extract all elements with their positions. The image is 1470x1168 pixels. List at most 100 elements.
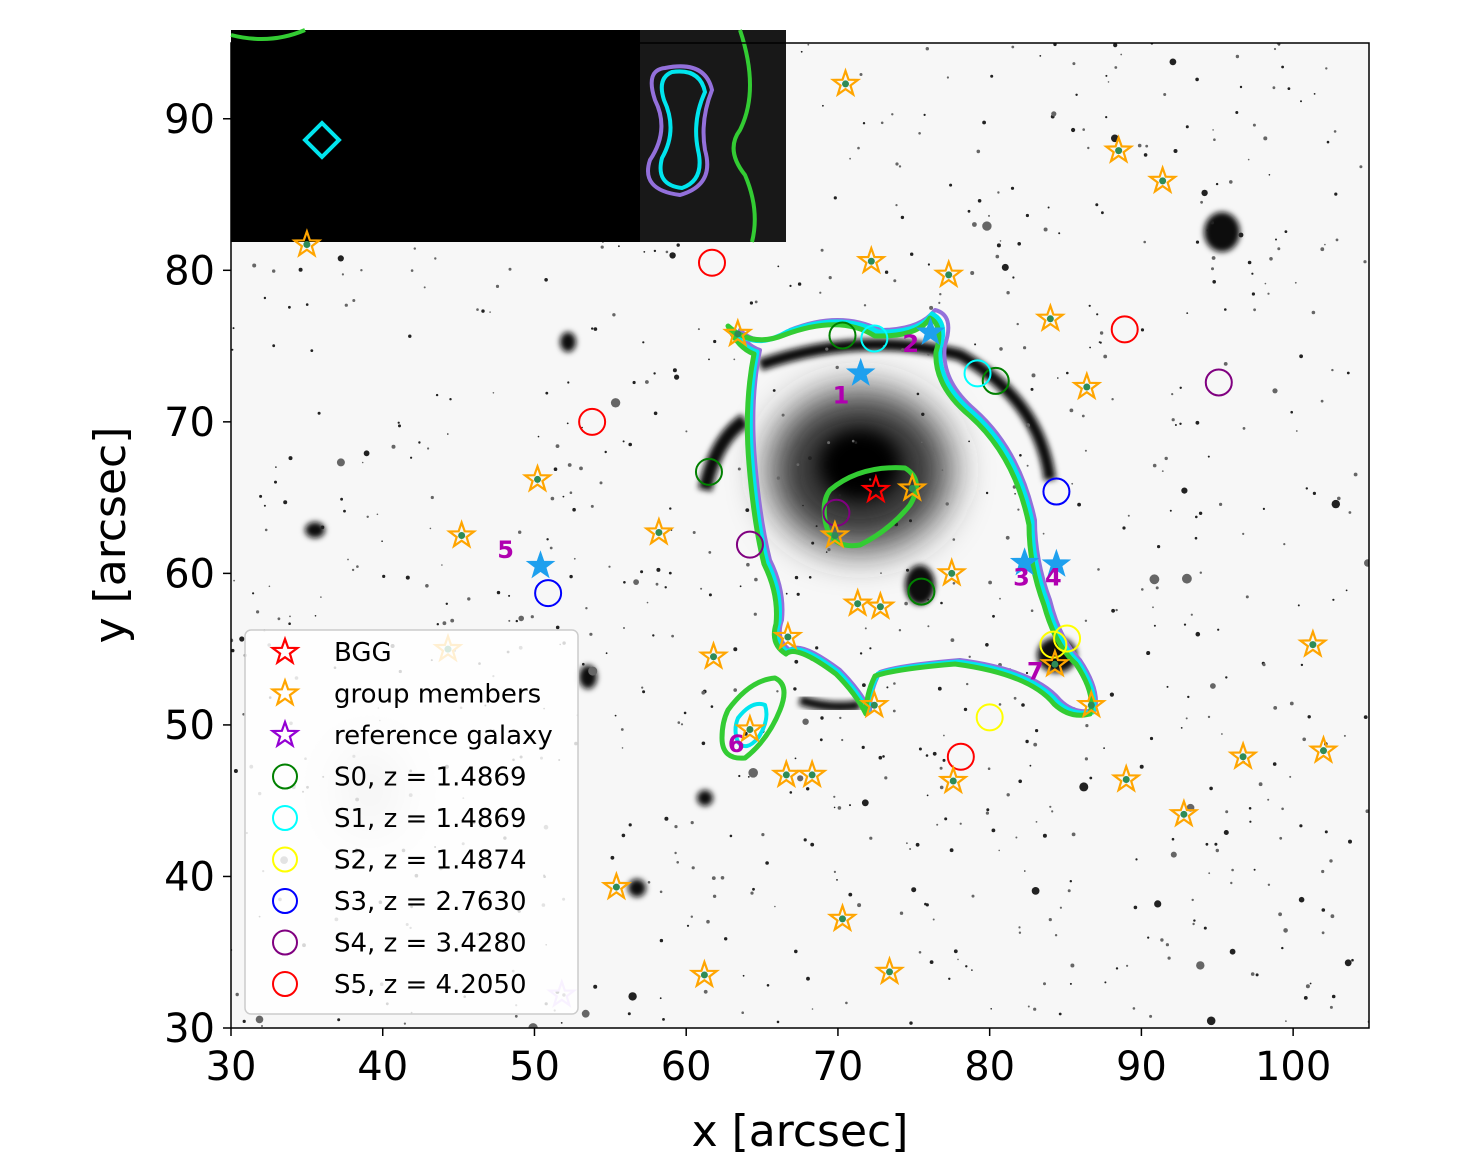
- background-source: [929, 960, 934, 964]
- background-source: [1192, 922, 1195, 926]
- background-source: [450, 618, 455, 623]
- background-source: [508, 619, 511, 622]
- background-source: [1146, 652, 1150, 655]
- background-source: [971, 969, 973, 971]
- background-source: [1084, 619, 1088, 622]
- background-source: [859, 652, 863, 655]
- background-source: [1206, 1016, 1216, 1026]
- background-source: [739, 585, 742, 588]
- background-source: [593, 327, 598, 331]
- background-source: [1149, 574, 1160, 585]
- background-source: [1143, 240, 1146, 244]
- background-source: [796, 592, 800, 596]
- background-source: [1264, 282, 1267, 285]
- background-source: [990, 74, 994, 78]
- background-source: [691, 866, 695, 870]
- background-source: [1289, 775, 1292, 778]
- background-source: [298, 267, 303, 272]
- background-source: [869, 647, 872, 650]
- background-source: [642, 690, 646, 694]
- background-source: [1272, 86, 1276, 90]
- background-source: [977, 199, 982, 203]
- background-source: [1195, 240, 1200, 244]
- background-source: [569, 574, 573, 579]
- background-source: [986, 808, 990, 812]
- y-tick-label: 70: [164, 400, 215, 446]
- background-source: [776, 690, 779, 693]
- background-source: [776, 476, 781, 480]
- background-source: [337, 1018, 341, 1022]
- critical-curve-small: [719, 675, 787, 761]
- background-source: [811, 1008, 814, 1010]
- background-source: [1348, 511, 1352, 514]
- background-source: [690, 821, 694, 825]
- background-source: [822, 104, 824, 107]
- background-source: [1363, 260, 1367, 264]
- background-source: [351, 568, 355, 572]
- background-source: [1211, 267, 1214, 271]
- y-axis-ticks: 30 40 50 60 70 80 90: [164, 97, 231, 1052]
- background-source: [810, 842, 815, 847]
- background-source: [671, 634, 674, 638]
- background-source: [946, 76, 950, 79]
- background-source: [441, 564, 443, 566]
- background-source: [588, 666, 598, 676]
- background-source: [643, 251, 646, 253]
- critical-curve-cyan: [729, 311, 1097, 716]
- background-source: [320, 525, 325, 530]
- background-source: [591, 327, 594, 330]
- background-source: [857, 146, 860, 150]
- x-tick-label: 40: [357, 1044, 408, 1090]
- background-source: [628, 823, 632, 827]
- background-source: [1284, 230, 1288, 234]
- y-tick-label: 80: [164, 248, 215, 294]
- background-source: [1330, 914, 1335, 919]
- background-source: [410, 269, 414, 272]
- background-source: [1079, 782, 1089, 792]
- background-source: [1343, 734, 1346, 737]
- background-source: [708, 593, 712, 597]
- member-core: [870, 701, 878, 709]
- background-source: [987, 767, 991, 770]
- background-source: [1030, 387, 1034, 391]
- source-circle: [981, 366, 1010, 395]
- background-source: [811, 541, 815, 545]
- background-source: [909, 1021, 913, 1025]
- background-source: [288, 456, 293, 461]
- background-source: [655, 582, 659, 586]
- background-source: [898, 629, 902, 632]
- background-source: [288, 622, 291, 625]
- background-source: [665, 250, 669, 254]
- group-member-star: [1039, 647, 1071, 678]
- background-source: [841, 738, 844, 742]
- background-source: [1263, 136, 1268, 141]
- background-source: [1013, 696, 1017, 700]
- background-source: [1281, 807, 1284, 811]
- background-source: [701, 741, 706, 746]
- inset-panel: [230, 28, 786, 243]
- background-source: [1173, 149, 1178, 153]
- background-source: [1051, 810, 1054, 813]
- background-source: [878, 755, 883, 760]
- background-source: [1297, 604, 1300, 607]
- background-source: [537, 435, 540, 438]
- background-source: [1299, 354, 1303, 359]
- background-source: [1066, 371, 1069, 375]
- y-tick-label: 30: [164, 1006, 215, 1052]
- background-source: [593, 984, 598, 989]
- background-source: [1320, 399, 1324, 403]
- background-source: [430, 495, 434, 500]
- background-source: [1105, 116, 1108, 119]
- member-core: [1309, 641, 1317, 649]
- group-member-star: [855, 244, 887, 275]
- background-source: [899, 911, 904, 915]
- background-source: [1113, 43, 1118, 48]
- background-source: [985, 643, 989, 647]
- background-source: [1071, 482, 1074, 485]
- background-source: [925, 903, 929, 907]
- background-source: [909, 519, 912, 523]
- member-core: [655, 528, 663, 536]
- background-source: [664, 586, 667, 589]
- background-source: [341, 273, 344, 276]
